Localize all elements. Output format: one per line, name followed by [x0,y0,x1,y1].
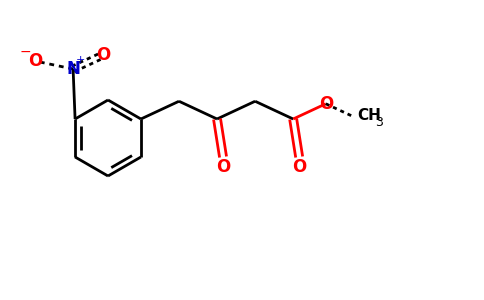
Text: O: O [216,158,230,176]
Text: +: + [76,55,85,65]
Text: O: O [28,52,42,70]
Text: CH: CH [357,108,381,123]
Text: O: O [318,95,333,113]
Text: 3: 3 [375,116,383,129]
Text: O: O [96,46,110,64]
Text: N: N [66,60,80,78]
Text: O: O [292,158,306,176]
Text: −: − [19,45,31,59]
